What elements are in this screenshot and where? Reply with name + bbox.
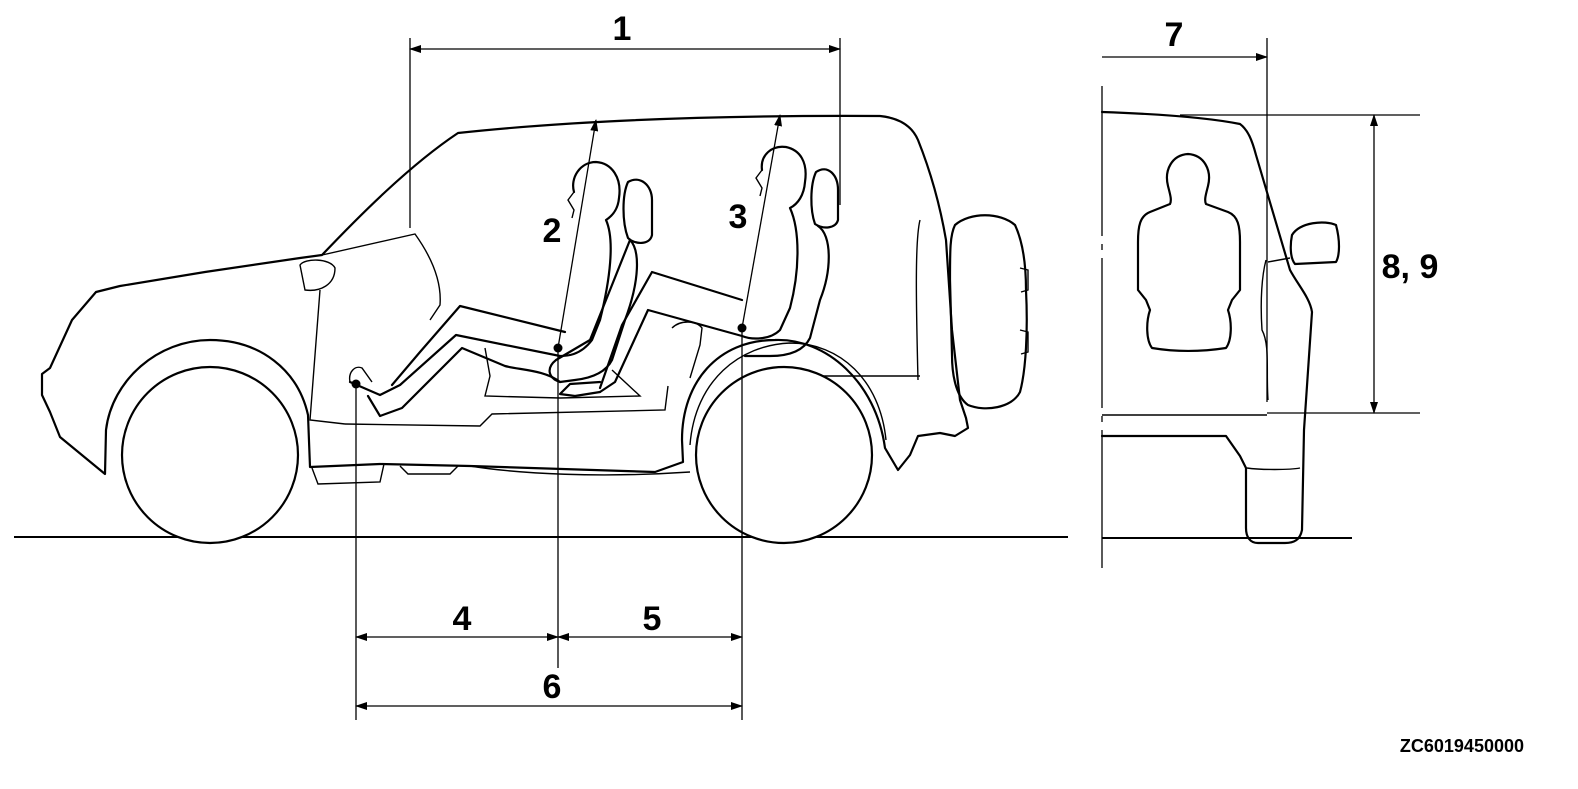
front-wheel (120, 365, 300, 545)
figure-code: ZC6019450000 (1400, 736, 1524, 756)
rear-occupant (558, 145, 807, 398)
label-4: 4 (453, 600, 472, 638)
label-6: 6 (543, 668, 562, 706)
vehicle-body-outline (40, 114, 970, 476)
occupant-front-view (1136, 152, 1242, 353)
side-view (14, 38, 1068, 720)
side-mirror (1289, 221, 1341, 266)
front-headroom-arrow (557, 119, 599, 349)
spare-tire (948, 214, 1028, 410)
label-1: 1 (613, 10, 632, 48)
label-5: 5 (643, 600, 662, 638)
rear-wheel (694, 365, 874, 545)
label-7: 7 (1165, 16, 1184, 54)
label-3: 3 (729, 198, 748, 236)
label-2: 2 (543, 212, 562, 250)
front-occupant (348, 160, 621, 418)
label-8-9: 8, 9 (1382, 248, 1439, 286)
rear-headroom-arrow (741, 114, 783, 329)
front-seat (484, 178, 654, 399)
section-view (1100, 38, 1420, 568)
body-half-outline (1100, 110, 1314, 545)
